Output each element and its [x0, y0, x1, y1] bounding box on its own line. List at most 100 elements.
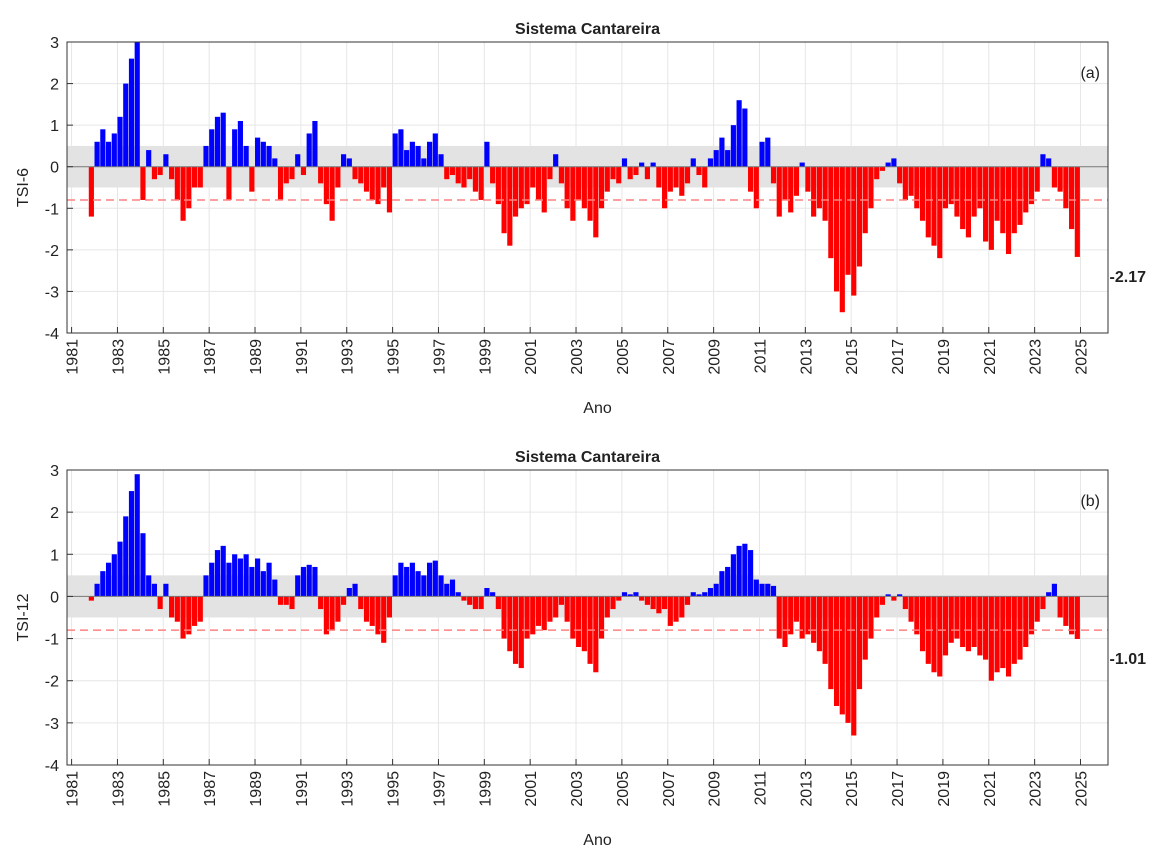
bar	[300, 166, 307, 176]
bar	[220, 545, 226, 597]
x-tick-label: 1985	[156, 771, 173, 807]
x-tick-label: 1985	[156, 339, 173, 375]
bar	[530, 166, 536, 188]
bar	[1028, 166, 1035, 205]
bar	[1040, 596, 1046, 610]
bar	[375, 166, 381, 205]
axes-frame	[66, 469, 1109, 766]
bar	[954, 166, 960, 217]
bar	[713, 583, 719, 597]
bar	[977, 166, 983, 209]
bar	[1057, 596, 1063, 618]
bar	[140, 166, 146, 200]
bar	[696, 166, 702, 176]
y-axis-label: TSI-6	[15, 168, 32, 207]
x-tick-label: 2001	[523, 339, 540, 375]
x-tick-label: 1991	[294, 771, 311, 807]
bar	[547, 596, 553, 622]
bar	[558, 596, 564, 605]
bar	[369, 596, 375, 626]
bar	[426, 141, 433, 167]
bar	[295, 575, 301, 597]
bar	[742, 108, 748, 167]
bar	[696, 594, 702, 597]
bar	[639, 596, 645, 601]
bar	[375, 596, 381, 635]
bar	[180, 166, 186, 221]
bar	[392, 133, 398, 167]
bar	[209, 129, 215, 167]
bar	[191, 166, 198, 188]
bar	[919, 596, 926, 652]
bar	[564, 166, 570, 209]
bar	[633, 166, 639, 176]
bar	[214, 550, 221, 597]
x-tick-label: 1987	[202, 771, 219, 807]
x-tick-label: 1993	[340, 771, 357, 807]
bar	[856, 166, 863, 267]
bar	[186, 166, 192, 209]
bar	[386, 166, 393, 213]
bar	[140, 533, 146, 597]
bar	[948, 596, 954, 643]
y-tick-label: -1	[45, 201, 59, 218]
bar	[157, 166, 163, 176]
bar	[587, 166, 593, 221]
bar	[1034, 166, 1040, 192]
bar	[105, 141, 112, 167]
bar	[736, 100, 742, 167]
bar	[793, 166, 800, 196]
bar	[679, 596, 685, 618]
x-tick-label: 2013	[798, 339, 815, 375]
bar	[1000, 596, 1006, 669]
bar	[937, 166, 943, 259]
bar	[816, 596, 822, 652]
x-tick-label: 1983	[110, 771, 127, 807]
bar	[100, 571, 106, 597]
bar	[627, 594, 633, 597]
bar	[644, 166, 650, 180]
bar	[1023, 166, 1029, 213]
bar	[404, 566, 410, 597]
bar	[644, 596, 650, 605]
bar	[111, 133, 117, 167]
bar	[788, 166, 794, 213]
bar	[1069, 166, 1075, 230]
bar	[88, 166, 94, 217]
bar	[306, 564, 312, 597]
bar	[902, 596, 908, 610]
bar	[381, 166, 387, 188]
bar	[839, 596, 845, 715]
y-tick-label: -2	[45, 243, 59, 260]
bar	[318, 596, 324, 610]
x-tick-label: 1995	[386, 339, 403, 375]
x-tick-label: 2015	[844, 339, 861, 375]
end-value-label: -1.01	[1110, 651, 1147, 668]
bar	[455, 166, 461, 184]
bar	[438, 575, 444, 597]
bar	[478, 596, 484, 610]
x-tick-label: 2009	[707, 771, 724, 807]
bar	[255, 137, 261, 167]
bar	[662, 596, 668, 610]
panel-label: (b)	[1080, 493, 1100, 510]
bar	[123, 83, 129, 167]
x-tick-label: 2023	[1028, 339, 1045, 375]
bar	[965, 596, 971, 652]
bar	[879, 166, 886, 171]
chart-title: Sistema Cantareira	[515, 449, 660, 466]
chart-title: Sistema Cantareira	[515, 21, 660, 38]
x-tick-label: 1989	[248, 339, 265, 375]
x-tick-label: 2001	[523, 771, 540, 807]
bar	[919, 166, 926, 221]
x-tick-label: 2005	[615, 339, 632, 375]
bar	[616, 166, 622, 184]
x-tick-label: 2015	[844, 771, 861, 807]
bar	[656, 166, 662, 188]
x-tick-label: 2003	[569, 339, 586, 375]
bar	[438, 154, 444, 167]
bar	[255, 558, 261, 597]
bar	[266, 145, 272, 167]
x-tick-label: 2009	[707, 339, 724, 375]
y-tick-label: 1	[50, 118, 59, 135]
